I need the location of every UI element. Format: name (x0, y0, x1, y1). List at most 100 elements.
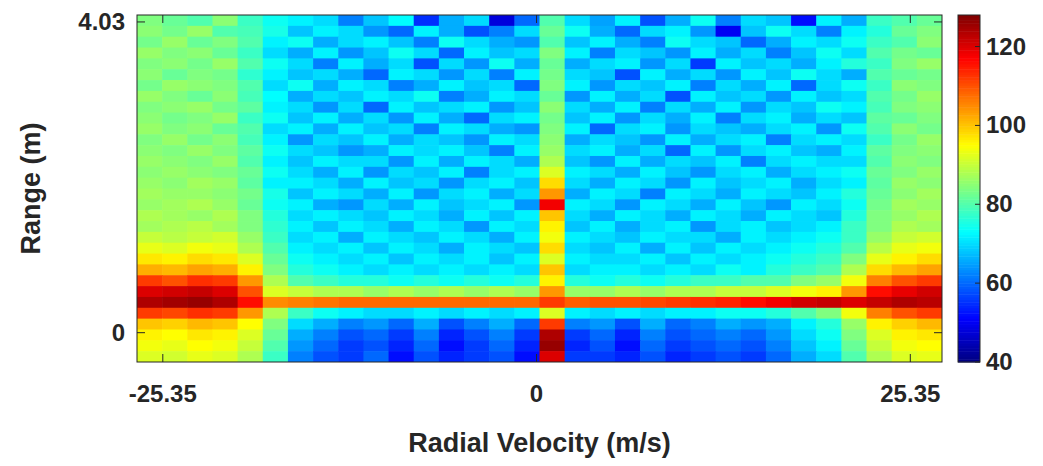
heatmap-cell (263, 167, 289, 178)
heatmap-cell (640, 123, 666, 134)
heatmap-cell (590, 48, 616, 59)
heatmap-cell (841, 264, 867, 275)
heatmap-cell (514, 156, 540, 167)
heatmap-cell (615, 102, 641, 113)
heatmap-cell (540, 69, 566, 80)
heatmap-cell (665, 102, 691, 113)
heatmap-cell (640, 48, 666, 59)
heatmap-cell (816, 297, 842, 308)
heatmap-cell (238, 286, 264, 297)
heatmap-cell (917, 329, 942, 340)
heatmap-cell (162, 264, 188, 275)
y-tick-label: 4.03 (78, 8, 125, 35)
heatmap-cell (766, 232, 792, 243)
heatmap-cell (690, 221, 716, 232)
heatmap-cell (187, 58, 213, 69)
heatmap-cell (439, 264, 465, 275)
heatmap-cell (540, 210, 566, 221)
heatmap-cell (766, 264, 792, 275)
heatmap-cell (238, 319, 264, 330)
heatmap-cell (892, 199, 918, 210)
heatmap-cell (841, 319, 867, 330)
heatmap-cell (640, 319, 666, 330)
heatmap-cell (263, 102, 289, 113)
heatmap-cell (137, 156, 163, 167)
heatmap-cell (263, 91, 289, 102)
heatmap-cell (791, 275, 817, 286)
heatmap-cell (363, 15, 389, 26)
heatmap-cell (288, 319, 314, 330)
heatmap-cell (766, 243, 792, 254)
heatmap-cell (514, 102, 540, 113)
heatmap-cell (464, 286, 490, 297)
heatmap-cell (313, 286, 339, 297)
heatmap-cell (338, 123, 364, 134)
heatmap-cell (187, 319, 213, 330)
heatmap-cell (514, 26, 540, 37)
heatmap-cell (389, 340, 415, 351)
heatmap-cell (791, 254, 817, 265)
heatmap-cell (690, 210, 716, 221)
heatmap-cell (690, 37, 716, 48)
heatmap-cell (892, 145, 918, 156)
heatmap-cell (540, 156, 566, 167)
heatmap-cell (489, 123, 515, 134)
heatmap-cell (514, 286, 540, 297)
heatmap-cell (338, 221, 364, 232)
heatmap-cell (187, 26, 213, 37)
heatmap-cell (665, 264, 691, 275)
heatmap-cell (263, 232, 289, 243)
heatmap-cell (816, 102, 842, 113)
heatmap-cell (338, 340, 364, 351)
heatmap-cell (716, 80, 742, 91)
heatmap-cell (338, 167, 364, 178)
heatmap-cell (263, 69, 289, 80)
heatmap-cell (741, 156, 767, 167)
heatmap-cell (389, 178, 415, 189)
heatmap-cell (263, 254, 289, 265)
heatmap-cell (892, 91, 918, 102)
x-tick-label: 0 (530, 380, 543, 407)
heatmap-cell (791, 232, 817, 243)
heatmap-cell (841, 69, 867, 80)
heatmap-cell (338, 48, 364, 59)
heatmap-cell (313, 15, 339, 26)
heatmap-cell (540, 232, 566, 243)
heatmap-cell (288, 329, 314, 340)
heatmap-cell (212, 254, 238, 265)
heatmap-cell (640, 232, 666, 243)
heatmap-cell (741, 134, 767, 145)
heatmap-cell (439, 308, 465, 319)
heatmap-cell (841, 113, 867, 124)
heatmap-cell (162, 58, 188, 69)
heatmap-cell (917, 221, 942, 232)
heatmap-cell (665, 37, 691, 48)
heatmap-cell (338, 156, 364, 167)
heatmap-cell (313, 254, 339, 265)
heatmap-cell (665, 297, 691, 308)
heatmap-cell (464, 254, 490, 265)
heatmap-cell (917, 134, 942, 145)
heatmap-cell (766, 340, 792, 351)
heatmap-cell (590, 319, 616, 330)
heatmap-cell (690, 319, 716, 330)
heatmap-cell (791, 243, 817, 254)
heatmap-cell (137, 221, 163, 232)
heatmap-cell (162, 113, 188, 124)
heatmap-cell (816, 243, 842, 254)
heatmap-cell (439, 113, 465, 124)
heatmap-cell (766, 351, 792, 362)
heatmap-cell (439, 167, 465, 178)
heatmap-cell (791, 102, 817, 113)
heatmap-cell (263, 221, 289, 232)
heatmap-cell (489, 80, 515, 91)
heatmap-cell (187, 113, 213, 124)
heatmap-cell (389, 58, 415, 69)
y-tick (934, 21, 942, 22)
heatmap-cell (338, 351, 364, 362)
heatmap-cell (640, 199, 666, 210)
heatmap-cell (313, 297, 339, 308)
heatmap-cell (187, 189, 213, 200)
heatmap-cell (212, 15, 238, 26)
heatmap-cell (741, 319, 767, 330)
